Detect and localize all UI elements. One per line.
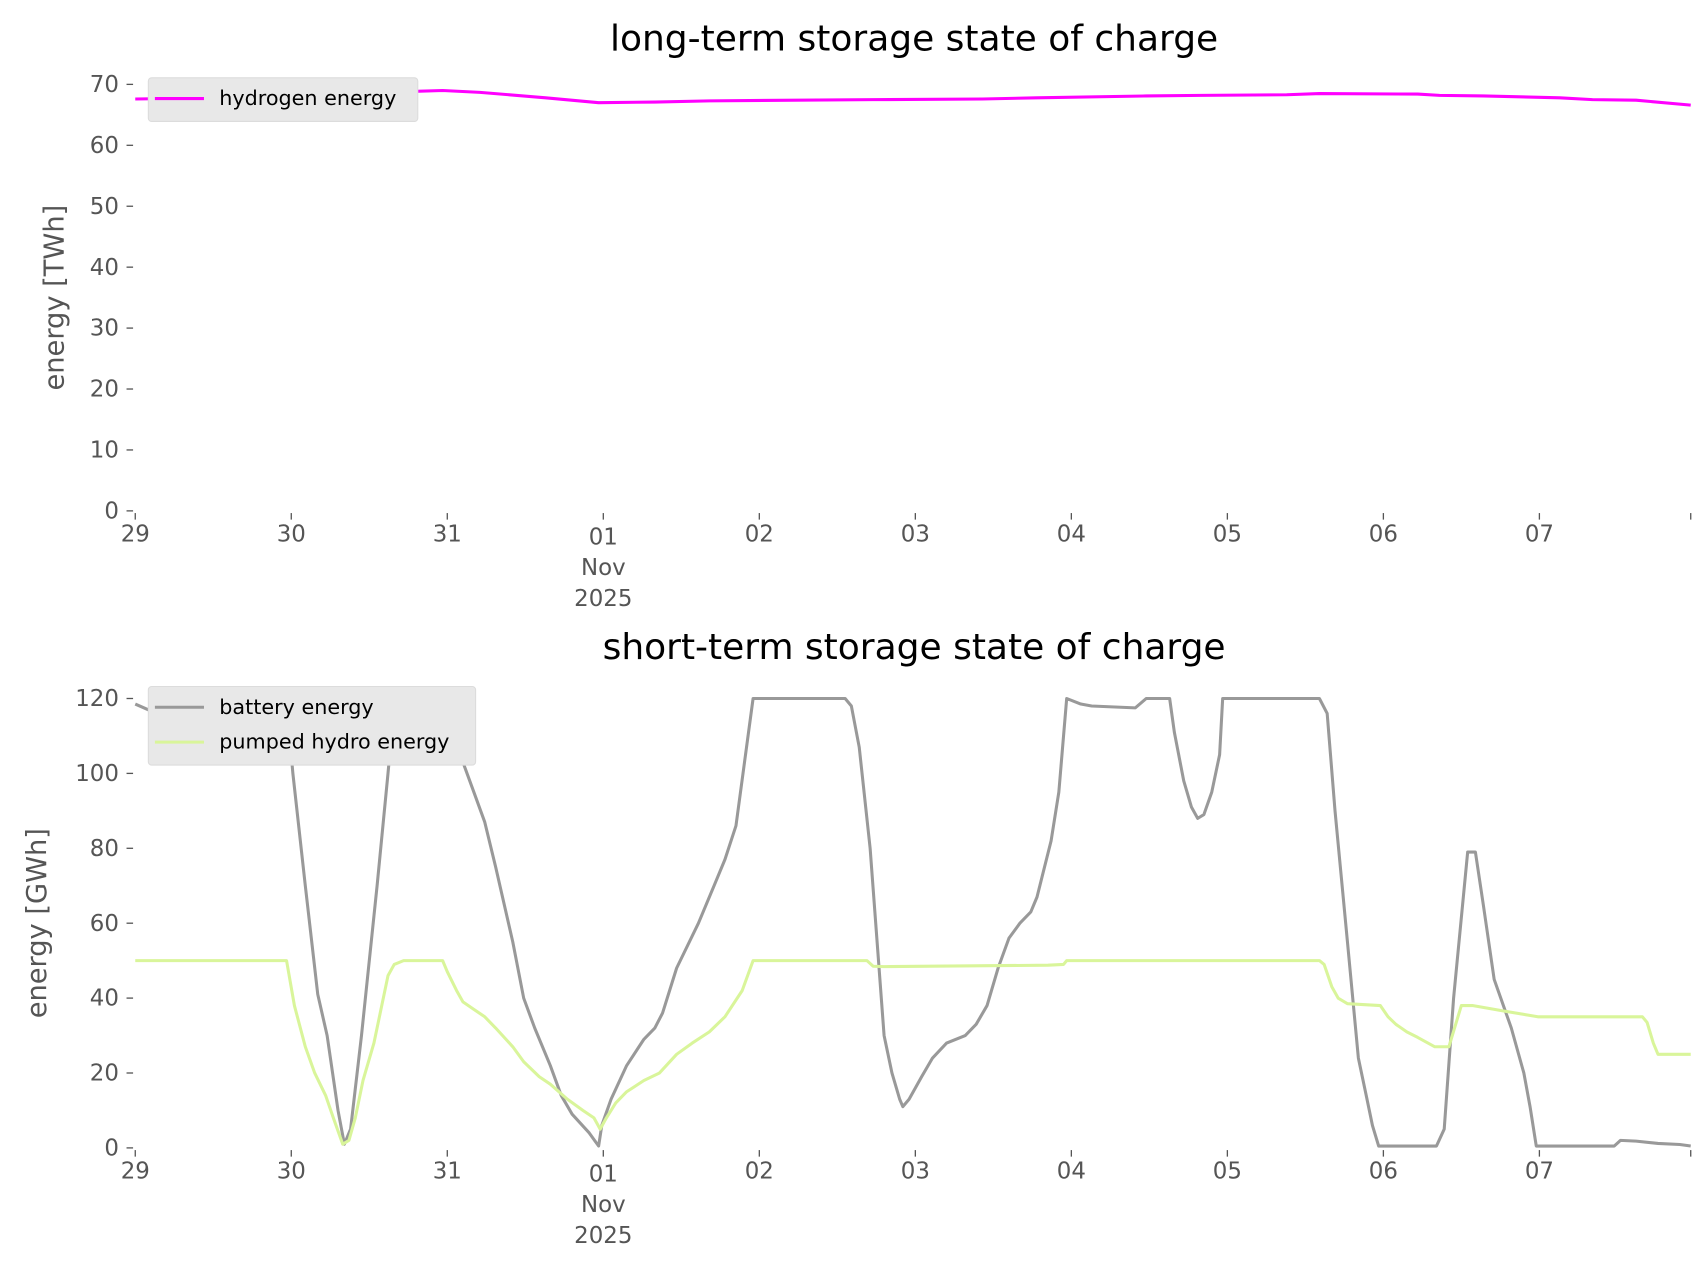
y-tick-label: 70 xyxy=(90,72,119,98)
y-tick-label: 20 xyxy=(90,377,119,403)
x-tick-label: 02 xyxy=(745,1158,774,1184)
x-tick-label: 07 xyxy=(1525,521,1554,547)
x-tick-label: 31 xyxy=(433,521,462,547)
series-line-pumped-hydro-energy xyxy=(135,959,1691,1146)
legend: battery energy pumped hydro energy xyxy=(147,685,477,766)
x-tick-year: 2025 xyxy=(574,586,632,612)
y-tick-label: 60 xyxy=(90,133,119,159)
x-tick-month: Nov xyxy=(581,1192,626,1218)
x-tick-label: 04 xyxy=(1057,1158,1086,1184)
x-tick-label: 04 xyxy=(1057,521,1086,547)
chart-title: long-term storage state of charge xyxy=(610,19,1218,60)
x-tick-label: 01 xyxy=(589,1162,618,1188)
y-tick-label: 20 xyxy=(90,1061,119,1087)
y-tick-label: 50 xyxy=(90,194,119,220)
y-tick-label: 40 xyxy=(90,255,119,281)
x-tick-label: 05 xyxy=(1213,1158,1242,1184)
y-tick-label: 60 xyxy=(90,911,119,937)
legend: hydrogen energy xyxy=(147,77,419,123)
x-tick-label: 07 xyxy=(1525,1158,1554,1184)
y-tick-label: 0 xyxy=(104,499,119,525)
x-tick-label: 06 xyxy=(1369,521,1398,547)
legend-box xyxy=(147,685,477,766)
x-tick-label: 29 xyxy=(121,521,150,547)
chart-long-term: long-term storage state of charge energy … xyxy=(39,19,1692,612)
legend-box xyxy=(147,77,419,123)
y-tick-label: 30 xyxy=(90,316,119,342)
x-tick-label: 29 xyxy=(121,1158,150,1184)
x-tick-label: 05 xyxy=(1213,521,1242,547)
chart-title: short-term storage state of charge xyxy=(603,627,1226,668)
y-axis-label: energy [GWh] xyxy=(22,828,53,1018)
legend-label: battery energy xyxy=(219,695,373,719)
x-tick-label: 03 xyxy=(901,521,930,547)
y-tick-label: 10 xyxy=(90,438,119,464)
x-tick-label: 30 xyxy=(277,521,306,547)
y-tick-label: 80 xyxy=(90,836,119,862)
chart-short-term: short-term storage state of charge energy… xyxy=(22,627,1692,1249)
x-tick-label: 30 xyxy=(277,1158,306,1184)
series-line-hydrogen-energy xyxy=(135,88,1691,107)
y-tick-label: 40 xyxy=(90,986,119,1012)
y-axis-label: energy [TWh] xyxy=(39,205,70,391)
x-tick-label: 31 xyxy=(433,1158,462,1184)
x-tick-label: 06 xyxy=(1369,1158,1398,1184)
x-tick-label: 03 xyxy=(901,1158,930,1184)
x-tick-year: 2025 xyxy=(574,1223,632,1249)
x-tick-label: 02 xyxy=(745,521,774,547)
legend-label: hydrogen energy xyxy=(219,86,396,110)
x-tick-label: 01 xyxy=(589,525,618,551)
y-tick-label: 100 xyxy=(75,761,119,787)
series-line-battery-energy xyxy=(134,696,1691,1148)
y-tick-label: 0 xyxy=(104,1136,119,1162)
y-tick-label: 120 xyxy=(75,686,119,712)
x-tick-month: Nov xyxy=(581,555,626,581)
legend-label: pumped hydro energy xyxy=(219,730,449,754)
